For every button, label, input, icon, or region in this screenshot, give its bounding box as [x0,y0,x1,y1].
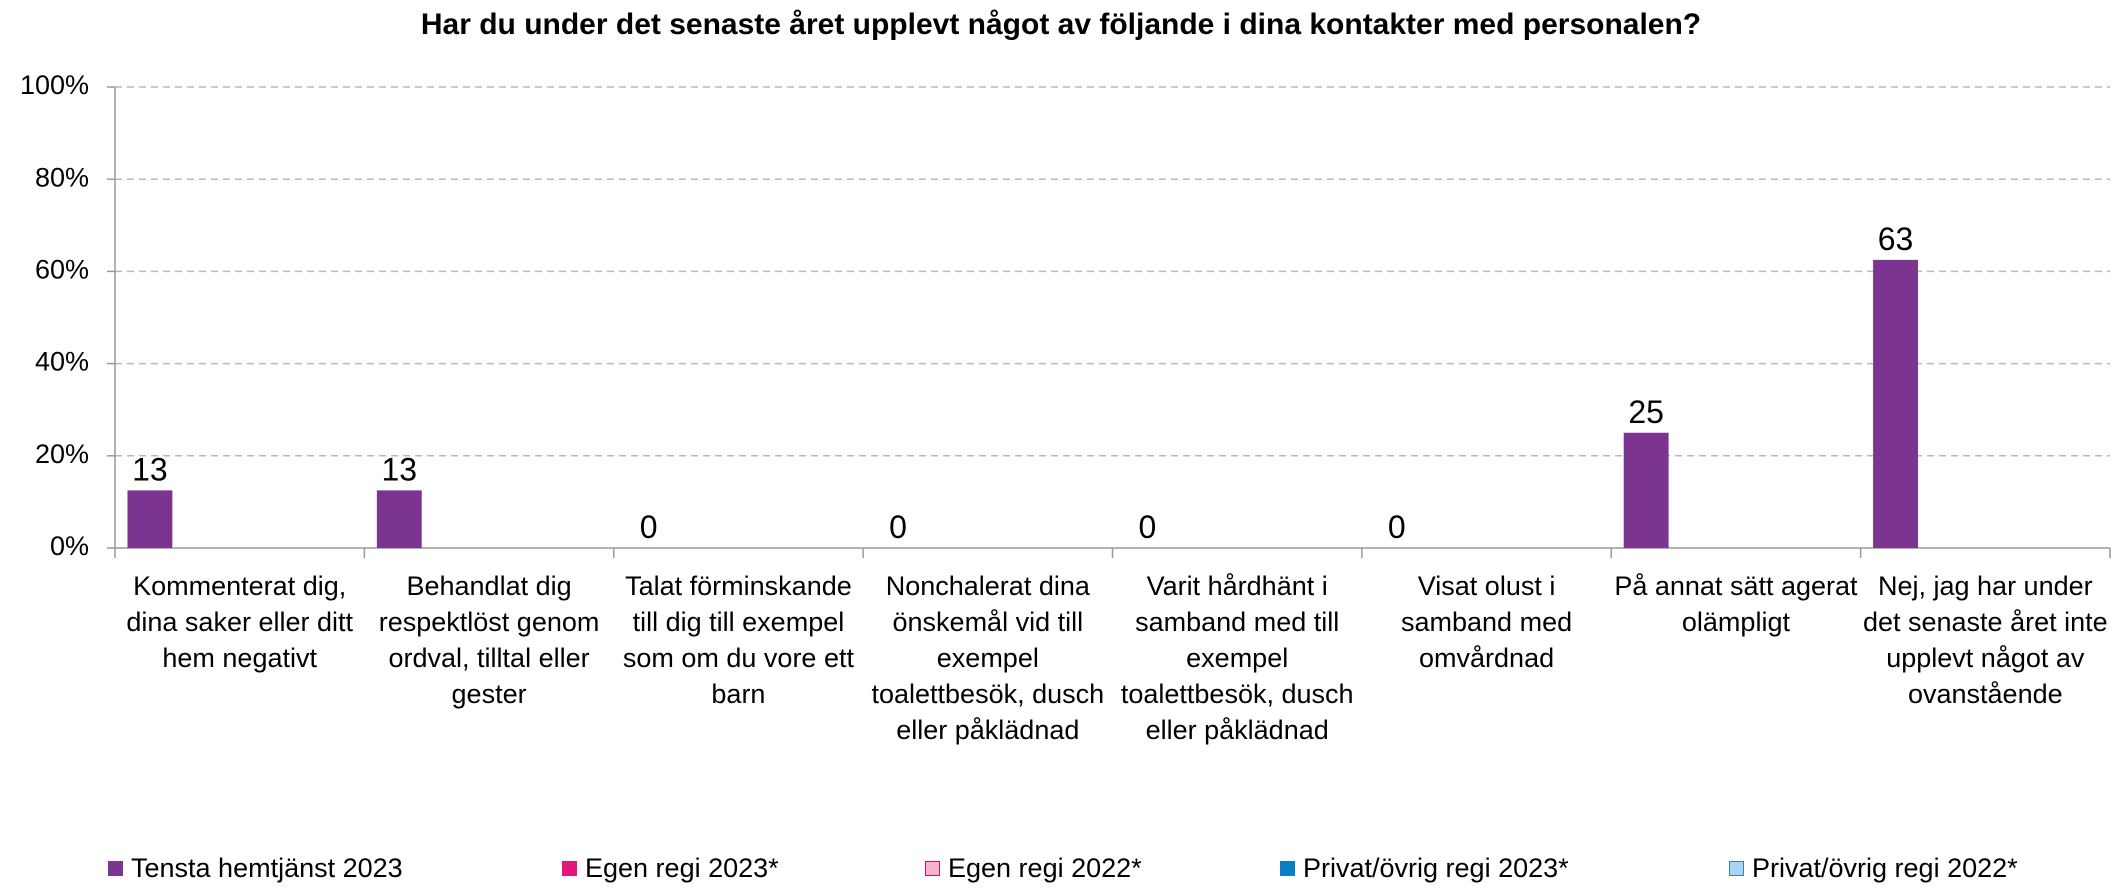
legend-item: Egen regi 2023* [562,853,779,884]
y-tick-label: 60% [35,255,89,285]
legend-item: Privat/övrig regi 2022* [1729,853,2018,884]
legend-item: Egen regi 2022* [925,853,1142,884]
data-label: 63 [1878,221,1914,257]
data-label: 13 [381,451,417,487]
y-tick-label: 100% [20,70,89,100]
legend-swatch [925,861,940,876]
data-label: 0 [1388,509,1406,545]
bar [376,490,422,548]
x-tick-label: Behandlat dig respektlöst genom ordval, … [378,571,600,709]
legend-label: Privat/övrig regi 2023* [1303,853,1569,883]
data-label: 0 [640,509,658,545]
bar [1623,432,1669,548]
bar [127,490,173,548]
legend-item: Tensta hemtjänst 2023 [108,853,403,884]
x-tick-label: Talat förminskande till dig till exempel… [622,571,854,709]
x-tick-label: Varit hårdhänt i samband med till exempe… [1120,571,1354,745]
y-tick-label: 80% [35,162,89,192]
x-tick-label: Kommenterat dig, dina saker eller ditt h… [126,571,353,673]
legend-swatch [1280,861,1295,876]
legend-label: Egen regi 2022* [948,853,1142,883]
legend-label: Tensta hemtjänst 2023 [131,853,403,883]
legend-label: Privat/övrig regi 2022* [1752,853,2018,883]
legend-swatch [562,861,577,876]
x-tick-label: Nonchalerat dina önskemål vid till exemp… [871,571,1105,745]
chart-title: Har du under det senaste året upplevt nå… [421,8,1701,41]
x-tick-label: Nej, jag har under det senaste året inte… [1862,571,2108,709]
bar [1873,259,1918,548]
data-label: 13 [132,451,168,487]
legend-label: Egen regi 2023* [585,853,779,883]
y-tick-label: 40% [35,347,89,377]
x-tick-label: Visat olust i samband med omvårdnad [1401,571,1573,673]
legend-swatch [1729,861,1744,876]
y-tick-label: 20% [35,439,89,469]
legend-swatch [108,861,123,876]
y-tick-label: 0% [50,531,89,561]
x-tick-label: På annat sätt agerat olämpligt [1614,571,1858,637]
data-label: 0 [889,509,907,545]
data-label: 0 [1139,509,1157,545]
data-label: 25 [1628,394,1664,430]
legend-item: Privat/övrig regi 2023* [1280,853,1569,884]
